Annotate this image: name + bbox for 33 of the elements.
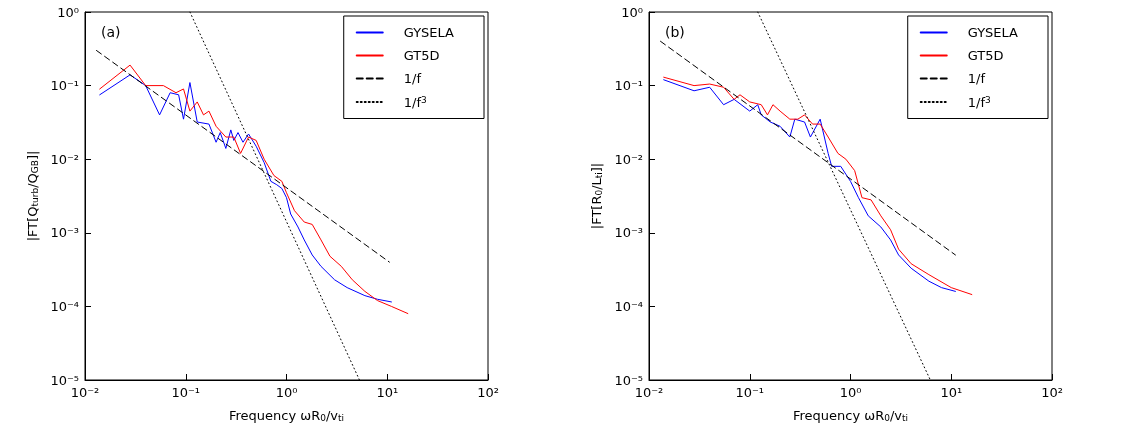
x-tick-label: 10⁰ — [275, 385, 298, 400]
legend-label: GT5D — [967, 48, 1004, 63]
legend-label: GYSELA — [967, 25, 1019, 40]
y-tick-label: 10⁻¹ — [50, 78, 79, 94]
text: (a) — [101, 24, 121, 40]
legend-label: GYSELA — [403, 25, 455, 40]
y-tick-label: 10⁻⁵ — [50, 372, 79, 388]
y-tick-label: 10⁻⁴ — [614, 298, 643, 314]
y-tick-label: 10⁻² — [614, 151, 643, 167]
legend-label: GT5D — [403, 48, 440, 63]
y-tick-label: 10⁻² — [50, 151, 79, 167]
y-axis-title: |FT[R0/Lti]| — [588, 162, 604, 230]
y-tick-label: 10⁰ — [621, 4, 643, 20]
x-tick-label: 10⁻² — [634, 385, 664, 400]
y-tick-label: 10⁻³ — [614, 225, 643, 241]
y-tick-label: 10⁻⁴ — [50, 298, 79, 314]
x-axis-title: Frequency ωR0/vti — [792, 407, 909, 423]
x-tick-label: 10⁰ — [839, 385, 862, 400]
x-tick-label: 10¹ — [376, 385, 399, 400]
x-tick-label: 10¹ — [940, 385, 963, 400]
x-tick-label: 10⁻¹ — [735, 385, 765, 400]
y-tick-label: 10⁰ — [57, 4, 79, 20]
legend-label: 1/f — [403, 71, 422, 86]
y-tick-label: 10⁻⁵ — [614, 372, 643, 388]
x-tick-label: 10² — [477, 385, 499, 400]
x-tick-label: 10² — [1041, 385, 1063, 400]
y-tick-label: 10⁻³ — [50, 225, 79, 241]
x-tick-label: 10⁻¹ — [171, 385, 201, 400]
text: (b) — [665, 24, 685, 40]
legend-label: 1/f — [967, 71, 986, 86]
x-axis-title: Frequency ωR0/vti — [228, 407, 345, 423]
x-tick-label: 10⁻² — [70, 385, 100, 400]
y-tick-label: 10⁻¹ — [614, 78, 643, 94]
